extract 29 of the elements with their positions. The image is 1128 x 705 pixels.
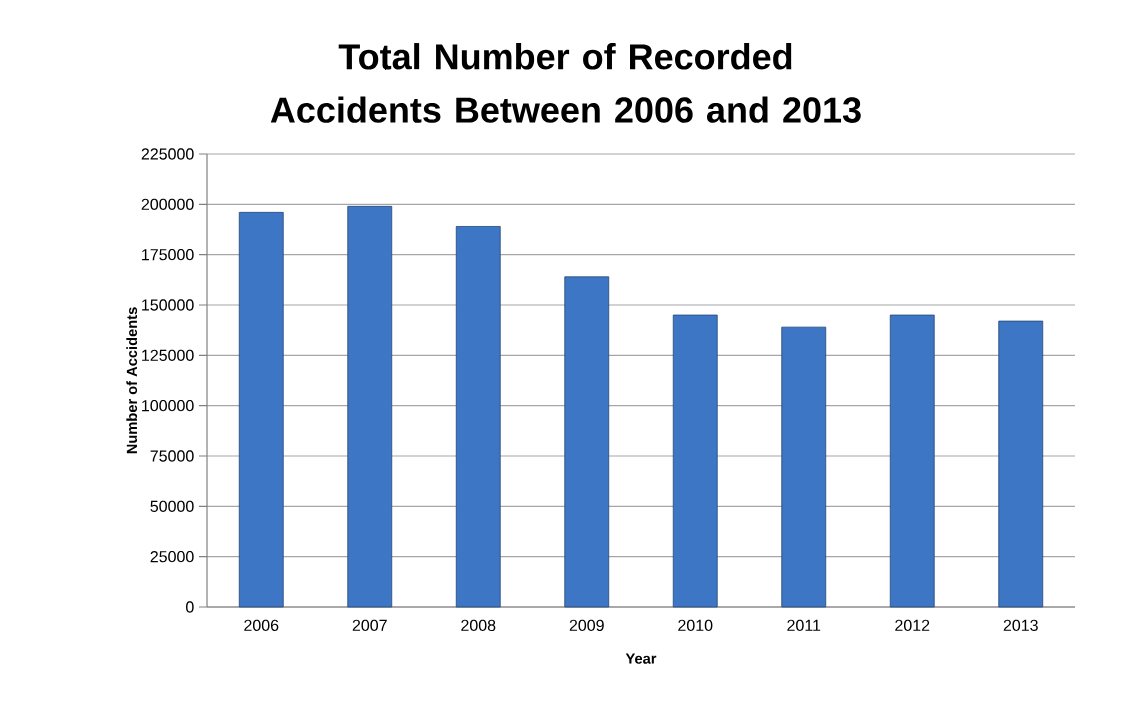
bar — [672, 314, 718, 608]
x-tick-label: 2013 — [1003, 619, 1038, 632]
y-tick-label: 0 — [186, 601, 194, 613]
y-tick-label: 100000 — [142, 399, 194, 412]
y-tick-label: 225000 — [141, 148, 194, 160]
x-tick-label: 2010 — [678, 619, 713, 632]
bar — [889, 314, 935, 608]
x-tick-label: 2007 — [352, 619, 387, 632]
x-axis-title: Year — [625, 653, 657, 664]
bar — [781, 326, 827, 608]
chart-title: Total Number of Recorded Accidents Between 2006 and 2013 — [270, 43, 861, 123]
x-tick-label: 2011 — [787, 619, 821, 632]
x-tick-label: 2008 — [461, 619, 496, 632]
bar — [998, 320, 1044, 608]
x-tick-label: 2012 — [895, 619, 930, 632]
y-tick-label: 50000 — [150, 500, 194, 512]
y-tick-label: 25000 — [150, 550, 194, 563]
x-tick-label: 2006 — [244, 619, 279, 632]
bar — [455, 226, 501, 608]
y-tick-label: 175000 — [142, 248, 194, 261]
x-tick-label: 2009 — [569, 619, 604, 632]
y-tick-label: 150000 — [142, 299, 194, 311]
bar — [238, 211, 284, 608]
y-tick-label: 125000 — [142, 349, 194, 361]
bar — [564, 276, 610, 608]
y-axis-title: Number of Accidents — [126, 307, 138, 454]
y-tick-label: 75000 — [150, 450, 194, 462]
bar — [347, 205, 393, 608]
y-tick-label: 200000 — [141, 198, 194, 210]
